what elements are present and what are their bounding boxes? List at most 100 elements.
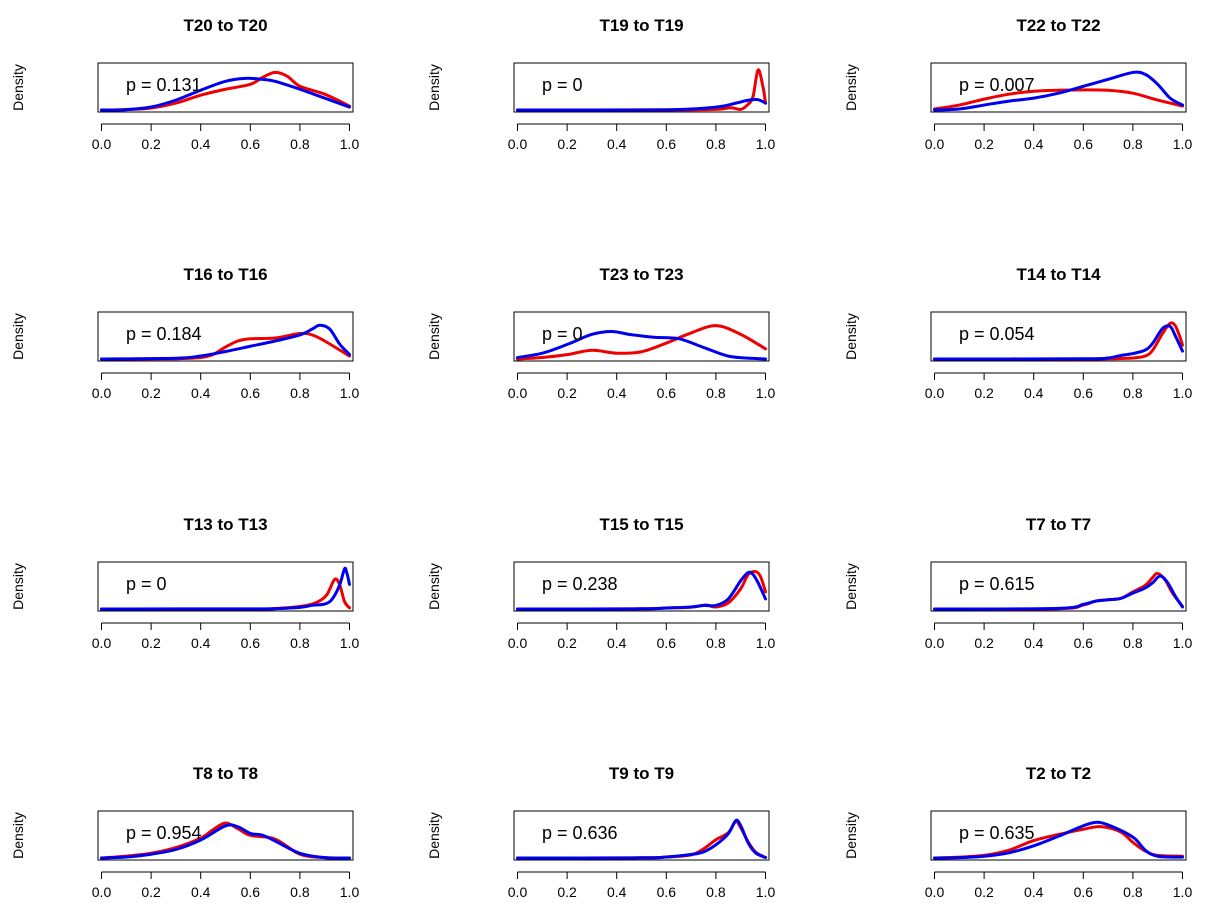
x-tick-label: 0.6 — [1074, 884, 1094, 900]
panel-title: T14 to T14 — [1016, 265, 1101, 284]
plot-box — [513, 62, 770, 113]
x-tick-label: 0.4 — [191, 884, 211, 900]
x-tick-label: 0.6 — [1074, 385, 1094, 401]
x-tick-label: 0.0 — [92, 635, 112, 651]
y-axis-label: Density — [843, 313, 859, 360]
x-tick-label: 0.2 — [974, 635, 994, 651]
plot-box — [97, 311, 354, 362]
p-value-label: p = 0.615 — [959, 574, 1035, 594]
x-tick-label: 0.4 — [1024, 884, 1044, 900]
panel-title: T23 to T23 — [599, 265, 683, 284]
x-tick-label: 0.0 — [92, 136, 112, 152]
x-tick-label: 1.0 — [1173, 635, 1193, 651]
panel: T15 to T15 Density 0.0 0.2 0.4 0.6 0.8 1.0 p = 0… — [426, 515, 775, 651]
density-line-blue — [100, 323, 351, 361]
panel-title: T7 to T7 — [1026, 515, 1091, 534]
x-tick-label: 0.0 — [508, 884, 528, 900]
plot-box — [513, 810, 770, 861]
y-axis-label: Density — [843, 563, 859, 610]
p-value-label: p = 0.184 — [126, 324, 202, 344]
panel-title: T20 to T20 — [183, 16, 267, 35]
x-tick-label: 0.6 — [241, 136, 261, 152]
x-tick-label: 0.0 — [925, 884, 945, 900]
y-axis-label: Density — [426, 313, 442, 360]
x-tick-label: 1.0 — [340, 385, 360, 401]
density-line-blue — [100, 76, 351, 112]
plot-box — [513, 311, 770, 362]
x-tick-label: 0.4 — [1024, 136, 1044, 152]
density-line-blue — [516, 818, 767, 860]
x-tick-label: 1.0 — [340, 635, 360, 651]
panel-title: T8 to T8 — [193, 764, 258, 783]
plot-box — [930, 810, 1187, 861]
x-tick-label: 0.8 — [290, 884, 310, 900]
x-tick-label: 0.4 — [607, 884, 627, 900]
x-tick-label: 0.0 — [508, 635, 528, 651]
plot-box — [97, 561, 354, 612]
x-tick-label: 0.2 — [974, 884, 994, 900]
x-tick-label: 0.2 — [141, 385, 161, 401]
x-tick-label: 0.2 — [974, 136, 994, 152]
x-tick-label: 0.8 — [1123, 884, 1143, 900]
x-tick-label: 0.6 — [241, 884, 261, 900]
x-tick-label: 0.6 — [241, 635, 261, 651]
x-tick-label: 0.8 — [290, 136, 310, 152]
density-line-blue — [516, 570, 767, 611]
density-line-blue — [516, 329, 767, 361]
p-value-label: p = 0 — [542, 75, 583, 95]
x-tick-label: 0.6 — [241, 385, 261, 401]
density-line-red — [516, 324, 767, 361]
p-value-label: p = 0.238 — [542, 574, 618, 594]
x-tick-label: 0.0 — [925, 385, 945, 401]
x-tick-label: 0.6 — [1074, 136, 1094, 152]
x-tick-label: 0.4 — [607, 385, 627, 401]
p-value-label: p = 0.007 — [959, 75, 1035, 95]
x-tick-label: 0.4 — [1024, 635, 1044, 651]
x-tick-label: 0.0 — [925, 136, 945, 152]
x-tick-label: 0.0 — [925, 635, 945, 651]
p-value-label: p = 0.635 — [959, 823, 1035, 843]
y-axis-label: Density — [843, 64, 859, 111]
panel: T7 to T7 Density 0.0 0.2 0.4 0.6 0.8 1.0 p = 0.6… — [843, 515, 1192, 651]
x-tick-label: 0.2 — [974, 385, 994, 401]
density-line-red — [933, 88, 1184, 111]
x-tick-label: 1.0 — [340, 884, 360, 900]
plot-box — [930, 62, 1187, 113]
p-value-label: p = 0.954 — [126, 823, 202, 843]
x-tick-label: 1.0 — [756, 635, 776, 651]
panel-title: T13 to T13 — [183, 515, 267, 534]
y-axis-label: Density — [426, 64, 442, 111]
density-line-blue — [516, 98, 767, 112]
y-axis-label: Density — [10, 313, 26, 360]
x-tick-label: 1.0 — [1173, 136, 1193, 152]
panel-title: T15 to T15 — [599, 515, 683, 534]
x-tick-label: 0.2 — [557, 385, 577, 401]
y-axis-label: Density — [10, 563, 26, 610]
panel: T14 to T14 Density 0.0 0.2 0.4 0.6 0.8 1.0 p = 0… — [843, 265, 1192, 401]
plot-box — [97, 62, 354, 113]
density-line-blue — [933, 324, 1184, 361]
x-tick-label: 1.0 — [756, 385, 776, 401]
x-tick-label: 0.2 — [557, 884, 577, 900]
panel: T20 to T20 Density 0.0 0.2 0.4 0.6 0.8 1.0 p = 0… — [10, 16, 359, 152]
y-axis-label: Density — [10, 64, 26, 111]
density-line-blue — [933, 820, 1184, 860]
p-value-label: p = 0 — [126, 574, 167, 594]
p-value-label: p = 0.131 — [126, 75, 202, 95]
panel: T22 to T22 Density 0.0 0.2 0.4 0.6 0.8 1.0 p = 0… — [843, 16, 1192, 152]
x-tick-label: 0.2 — [141, 136, 161, 152]
x-tick-label: 0.4 — [607, 136, 627, 152]
x-tick-label: 1.0 — [340, 136, 360, 152]
x-tick-label: 0.0 — [508, 385, 528, 401]
x-tick-label: 0.8 — [706, 884, 726, 900]
plot-box — [930, 561, 1187, 612]
x-tick-label: 1.0 — [1173, 385, 1193, 401]
density-line-blue — [100, 823, 351, 860]
panel: T13 to T13 Density 0.0 0.2 0.4 0.6 0.8 1.0 p = 0 — [10, 515, 359, 651]
panel-title: T19 to T19 — [599, 16, 683, 35]
x-tick-label: 0.8 — [1123, 385, 1143, 401]
x-tick-label: 0.6 — [657, 385, 677, 401]
plot-box — [930, 311, 1187, 362]
x-tick-label: 0.2 — [141, 635, 161, 651]
